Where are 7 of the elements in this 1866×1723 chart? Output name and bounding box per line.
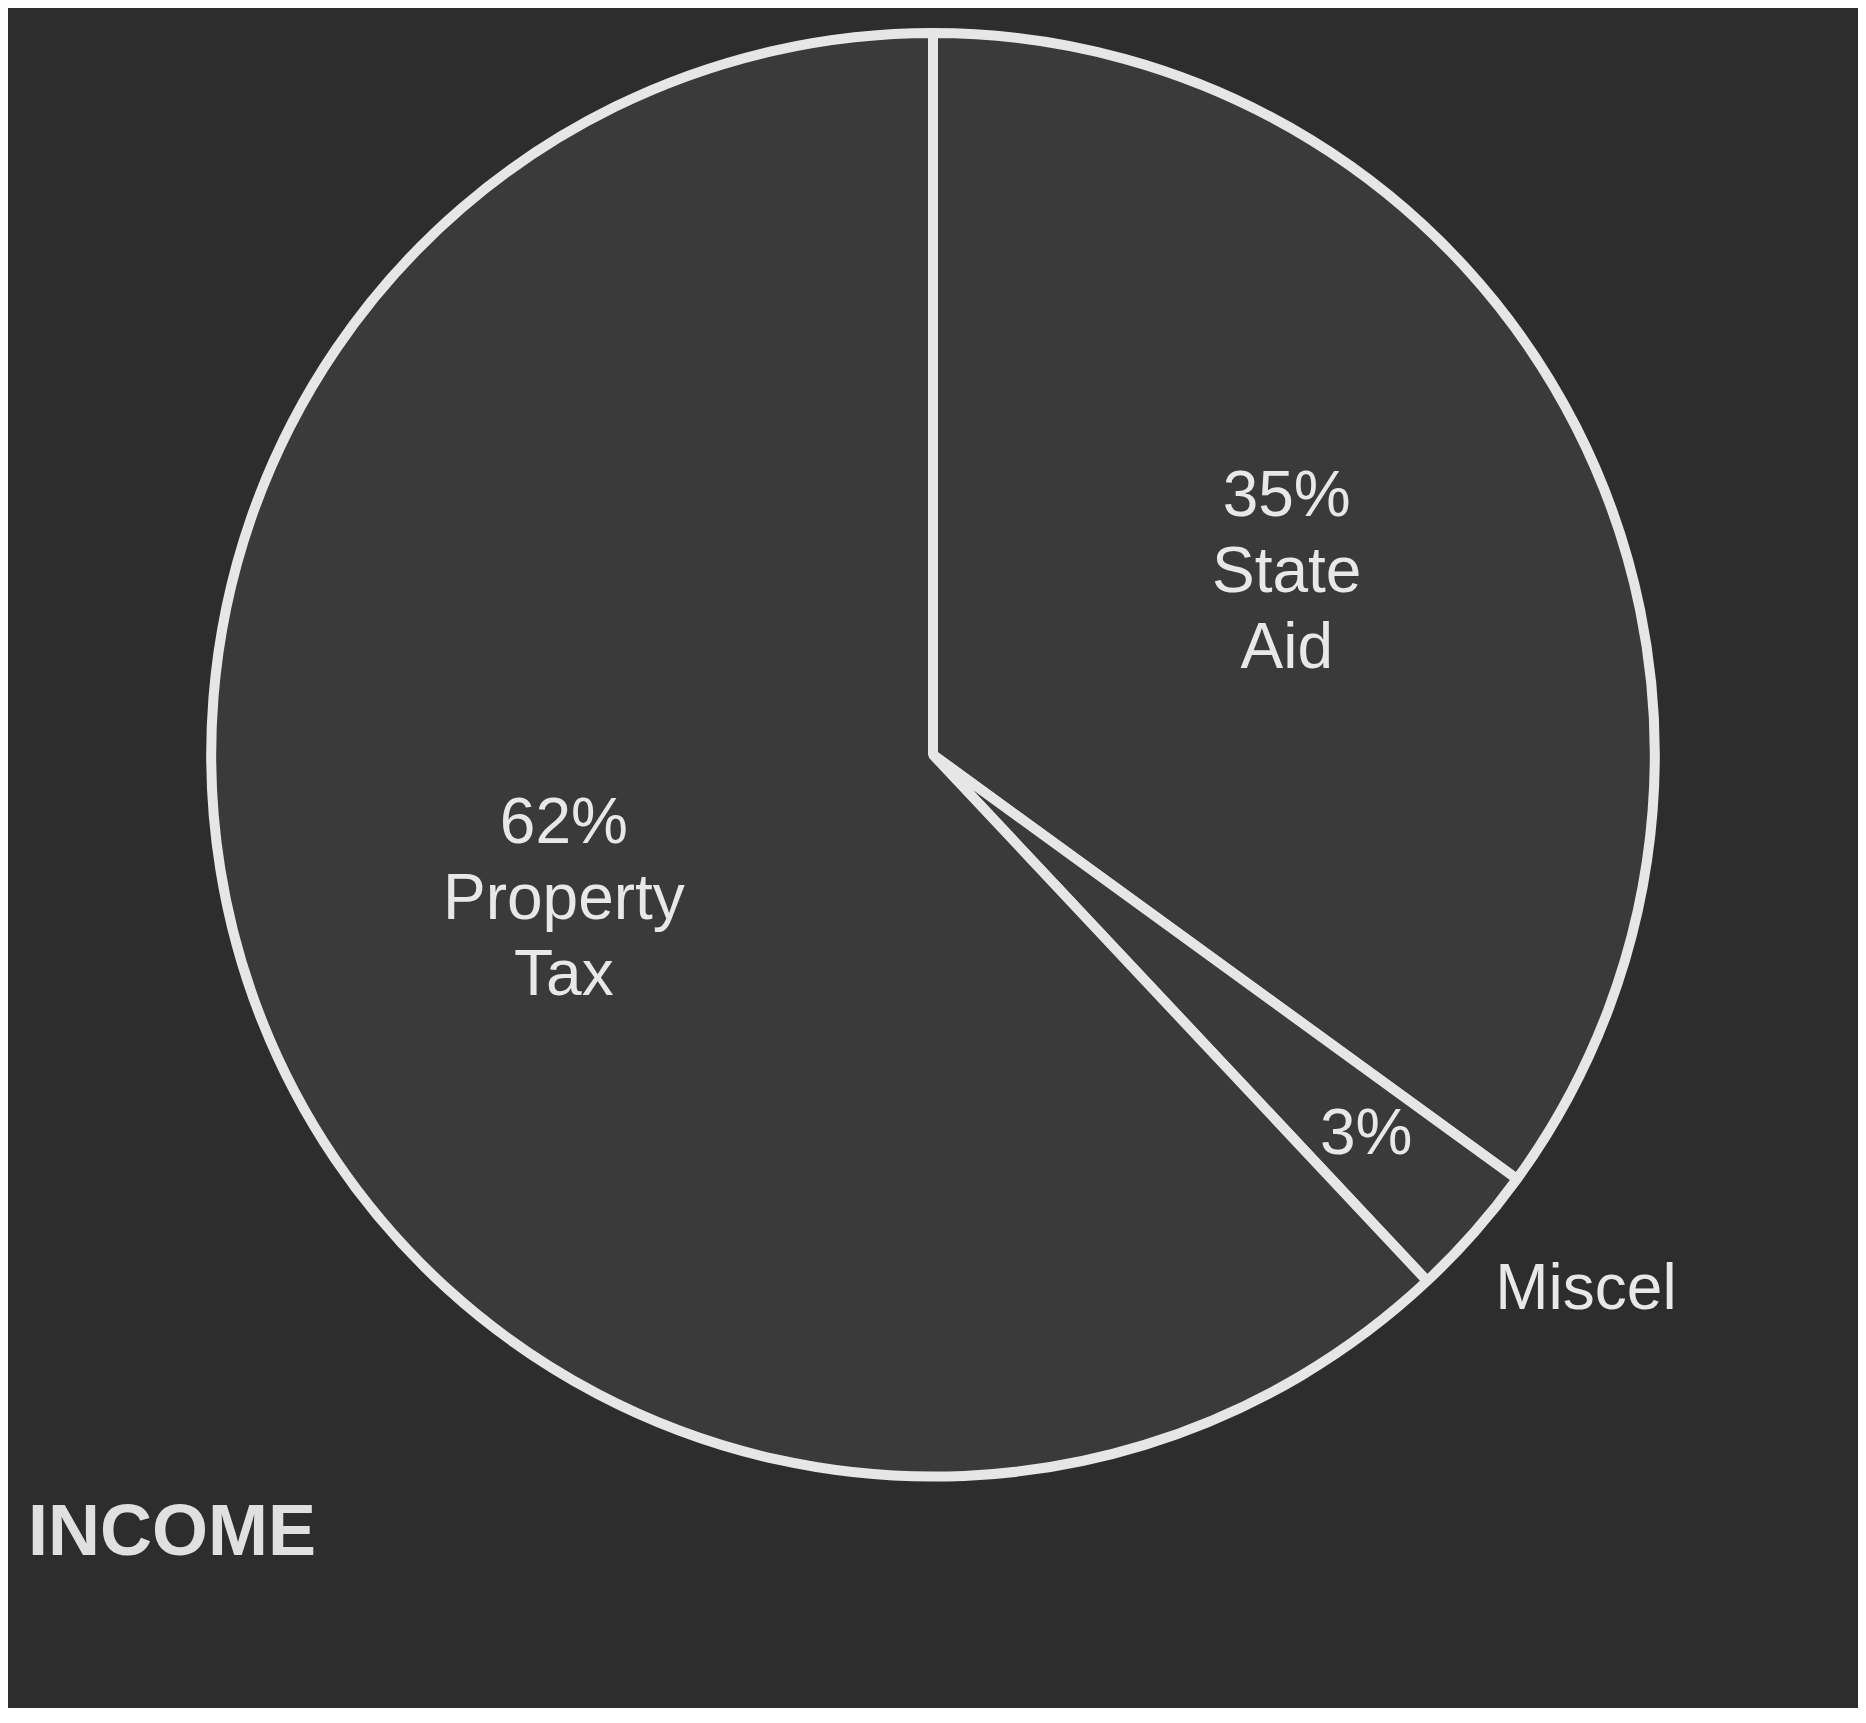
slice-label: State Aid bbox=[1212, 534, 1362, 683]
data-label: 62% bbox=[499, 784, 628, 857]
data-label: 35% bbox=[1222, 458, 1351, 531]
data-label: 3% bbox=[1319, 1096, 1413, 1169]
slice-label: Miscel bbox=[1495, 1251, 1677, 1324]
slice-label: Property Tax bbox=[442, 860, 685, 1009]
text: INCOME bbox=[28, 1489, 316, 1570]
